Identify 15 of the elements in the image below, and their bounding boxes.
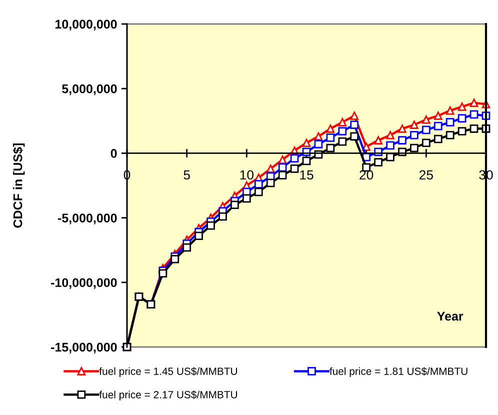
y-tick-label: 5,000,000 — [62, 84, 117, 96]
x-tick-label: 15 — [300, 170, 314, 180]
legend-label: fuel price = 1.81 US$/MMBTU — [330, 367, 468, 378]
x-axis-title: Year — [437, 312, 464, 321]
legend-label: fuel price = 1.45 US$/MMBTU — [99, 367, 237, 378]
y-tick-label: -15,000,000 — [51, 342, 117, 354]
x-tick-label: 5 — [184, 170, 190, 180]
x-tick-label: 10 — [240, 170, 254, 180]
y-tick-label: 0 — [110, 149, 117, 158]
y-axis-title: CDCF in [US$] — [12, 143, 25, 228]
y-tick-label: -5,000,000 — [58, 214, 117, 224]
x-tick-label: 25 — [419, 170, 433, 180]
y-tick-label: -10,000,000 — [51, 278, 117, 289]
legend-label: fuel price = 2.17 US$/MMBTU — [99, 390, 237, 400]
y-tick-label: 10,000,000 — [56, 20, 117, 30]
